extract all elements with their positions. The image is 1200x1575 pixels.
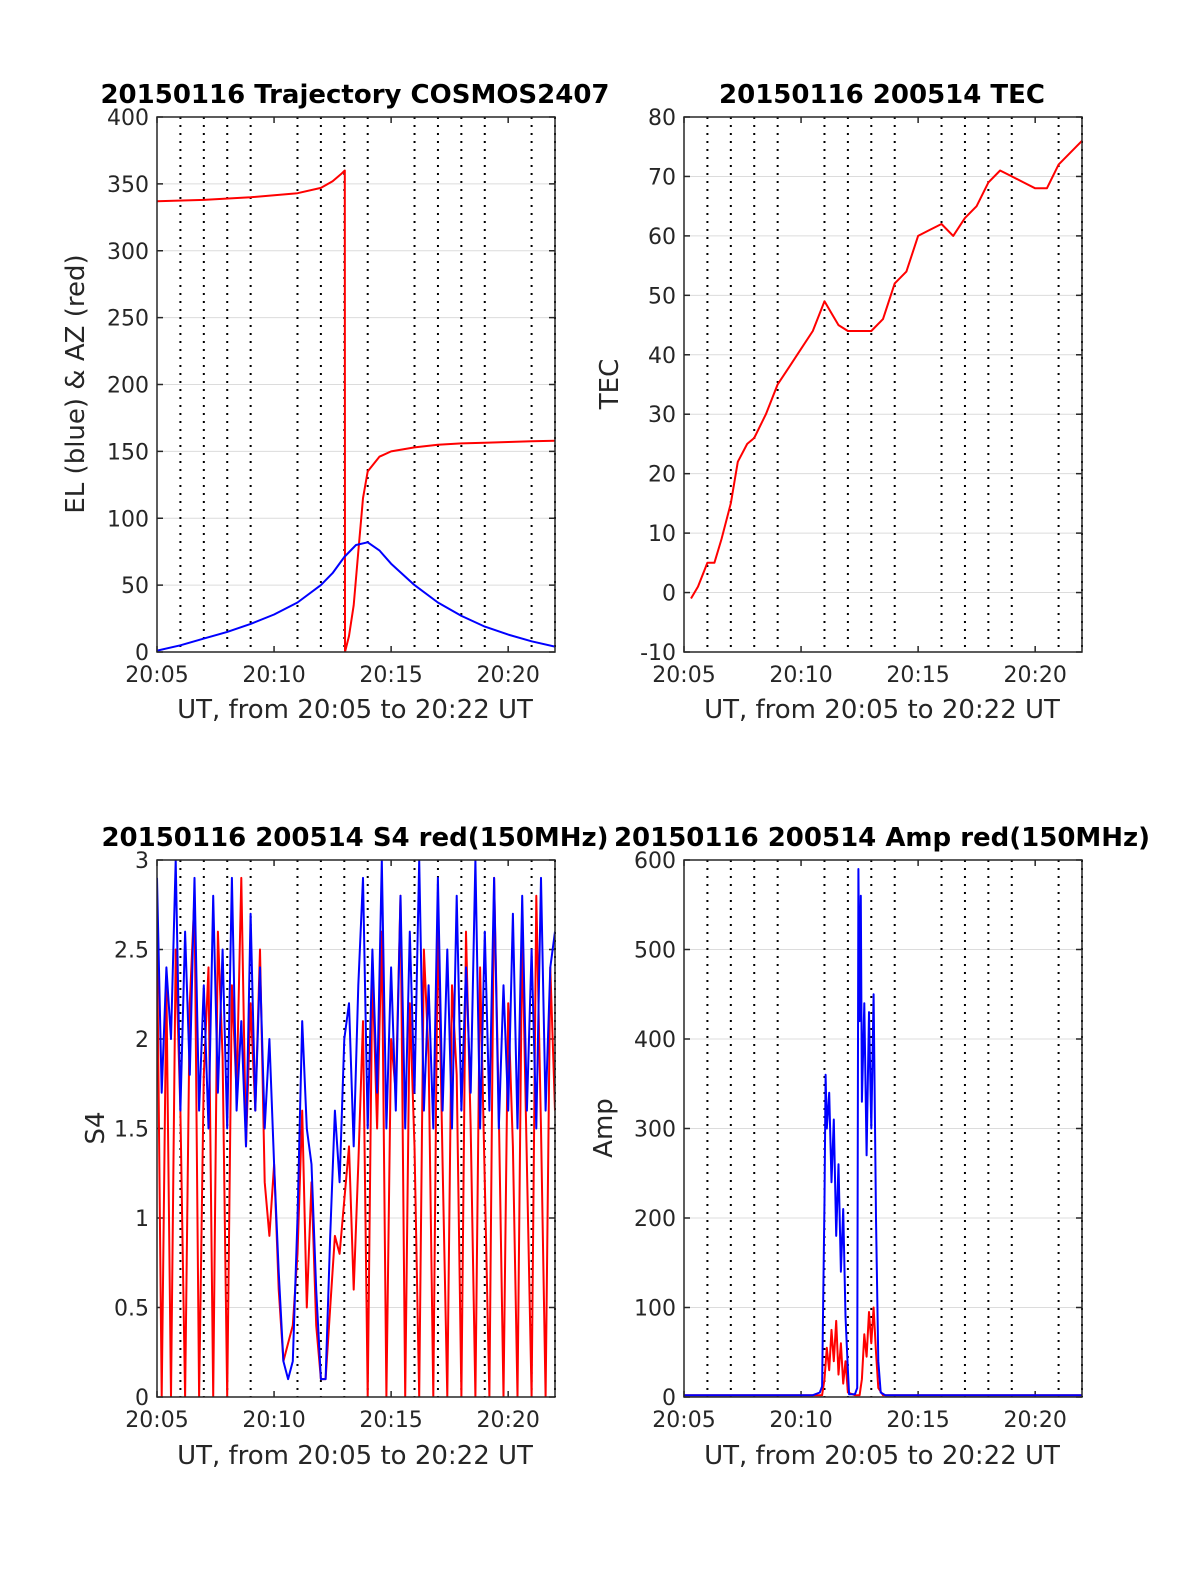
x-tick-label: 20:10 xyxy=(769,663,832,688)
x-axis-label-trajectory: UT, from 20:05 to 20:22 UT xyxy=(177,695,533,725)
series-group xyxy=(157,169,555,652)
y-tick-label: 0 xyxy=(662,582,676,607)
y-tick-label: 150 xyxy=(107,440,149,465)
chart-title-trajectory: 20150116 Trajectory COSMOS2407 xyxy=(100,80,609,110)
amp-series-blue-line xyxy=(684,868,1082,1397)
x-tick-label: 20:15 xyxy=(359,663,422,688)
tec-panel: -10 0 10 20 30 40 50 60 70 80 20:05 20:10 20:15 20:20 xyxy=(640,106,1083,688)
y-tick-label: 2.5 xyxy=(114,939,149,964)
x-tick-label: 20:05 xyxy=(125,1408,188,1433)
plot-area-frame xyxy=(156,116,556,653)
x-tick-label: 20:05 xyxy=(652,663,715,688)
y-axis-label-tec: TEC xyxy=(595,359,625,410)
y-tick-label: 30 xyxy=(648,403,676,428)
plot-area-frame xyxy=(156,859,556,1398)
x-axis-label-amp: UT, from 20:05 to 20:22 UT xyxy=(704,1441,1060,1471)
series-group xyxy=(690,140,1082,600)
chart-title-tec: 20150116 200514 TEC xyxy=(719,80,1045,110)
y-tick-label: 350 xyxy=(107,173,149,198)
y-axis-label-s4: S4 xyxy=(81,1111,111,1144)
x-tick-label: 20:20 xyxy=(1003,663,1066,688)
y-tick-label: 600 xyxy=(634,849,676,874)
trajectory-series-blue-line xyxy=(157,541,555,652)
s4-series-red-line xyxy=(157,876,555,1397)
amp-panel: 0 100 200 300 400 500 600 20:05 20:10 20:15 20:20 xyxy=(634,849,1083,1433)
y-tick-label: 0.5 xyxy=(114,1297,149,1322)
x-tick-label: 20:10 xyxy=(769,1408,832,1433)
y-tick-label: 1.5 xyxy=(114,1118,149,1143)
y-tick-label: 50 xyxy=(648,284,676,309)
y-tick-label: 50 xyxy=(121,574,149,599)
y-tick-label: 20 xyxy=(648,463,676,488)
y-tick-label: 2 xyxy=(135,1028,149,1053)
x-tick-label: 20:20 xyxy=(476,1408,539,1433)
y-axis-label-trajectory: EL (blue) & AZ (red) xyxy=(61,254,91,513)
y-tick-label: 10 xyxy=(648,522,676,547)
y-axis-label-amp: Amp xyxy=(589,1098,619,1158)
y-tick-label: 0 xyxy=(662,1386,676,1411)
y-tick-label: 400 xyxy=(107,106,149,131)
x-tick-label: 20:10 xyxy=(242,1408,305,1433)
y-tick-label: 100 xyxy=(107,507,149,532)
x-tick-label: 20:10 xyxy=(242,663,305,688)
x-axis-label-tec: UT, from 20:05 to 20:22 UT xyxy=(704,695,1060,725)
y-tick-label: 80 xyxy=(648,106,676,131)
chart-title-amp: 20150116 200514 Amp red(150MHz) xyxy=(614,823,1150,853)
series-group xyxy=(157,860,555,1397)
y-tick-label: 70 xyxy=(648,165,676,190)
plot-area-frame xyxy=(683,116,1083,653)
y-tick-label: 500 xyxy=(634,939,676,964)
x-tick-label: 20:15 xyxy=(359,1408,422,1433)
x-tick-label: 20:05 xyxy=(652,1408,715,1433)
y-tick-label: -10 xyxy=(640,641,676,666)
y-tick-label: 0 xyxy=(135,1386,149,1411)
trajectory-panel: 0 50 100 150 200 250 300 350 400 20:05 20:10 20:15 2… xyxy=(107,106,556,688)
x-tick-label: 20:05 xyxy=(125,663,188,688)
y-tick-label: 200 xyxy=(634,1207,676,1232)
x-tick-label: 20:15 xyxy=(886,1408,949,1433)
s4-panel: 0 0.5 1 1.5 2 2.5 3 20:05 20:10 20:15 20:20 xyxy=(114,849,556,1433)
y-tick-label: 300 xyxy=(107,240,149,265)
y-tick-label: 400 xyxy=(634,1028,676,1053)
trajectory-series-red-line xyxy=(157,169,555,652)
y-tick-label: 40 xyxy=(648,344,676,369)
chart-title-s4: 20150116 200514 S4 red(150MHz) xyxy=(101,823,608,853)
s4-series-blue-line xyxy=(157,860,555,1381)
y-tick-label: 60 xyxy=(648,225,676,250)
y-tick-label: 3 xyxy=(135,849,149,874)
y-tick-label: 250 xyxy=(107,307,149,332)
y-tick-label: 0 xyxy=(135,641,149,666)
y-tick-label: 1 xyxy=(135,1207,149,1232)
x-tick-label: 20:15 xyxy=(886,663,949,688)
amp-series-red-line xyxy=(684,1306,1082,1397)
y-tick-label: 100 xyxy=(634,1297,676,1322)
x-axis-label-s4: UT, from 20:05 to 20:22 UT xyxy=(177,1441,533,1471)
x-tick-label: 20:20 xyxy=(476,663,539,688)
y-tick-label: 200 xyxy=(107,374,149,399)
tec-series-red-line xyxy=(690,140,1082,600)
plot-area-frame xyxy=(683,859,1083,1398)
y-tick-label: 300 xyxy=(634,1118,676,1143)
series-group xyxy=(684,868,1082,1397)
x-tick-label: 20:20 xyxy=(1003,1408,1066,1433)
